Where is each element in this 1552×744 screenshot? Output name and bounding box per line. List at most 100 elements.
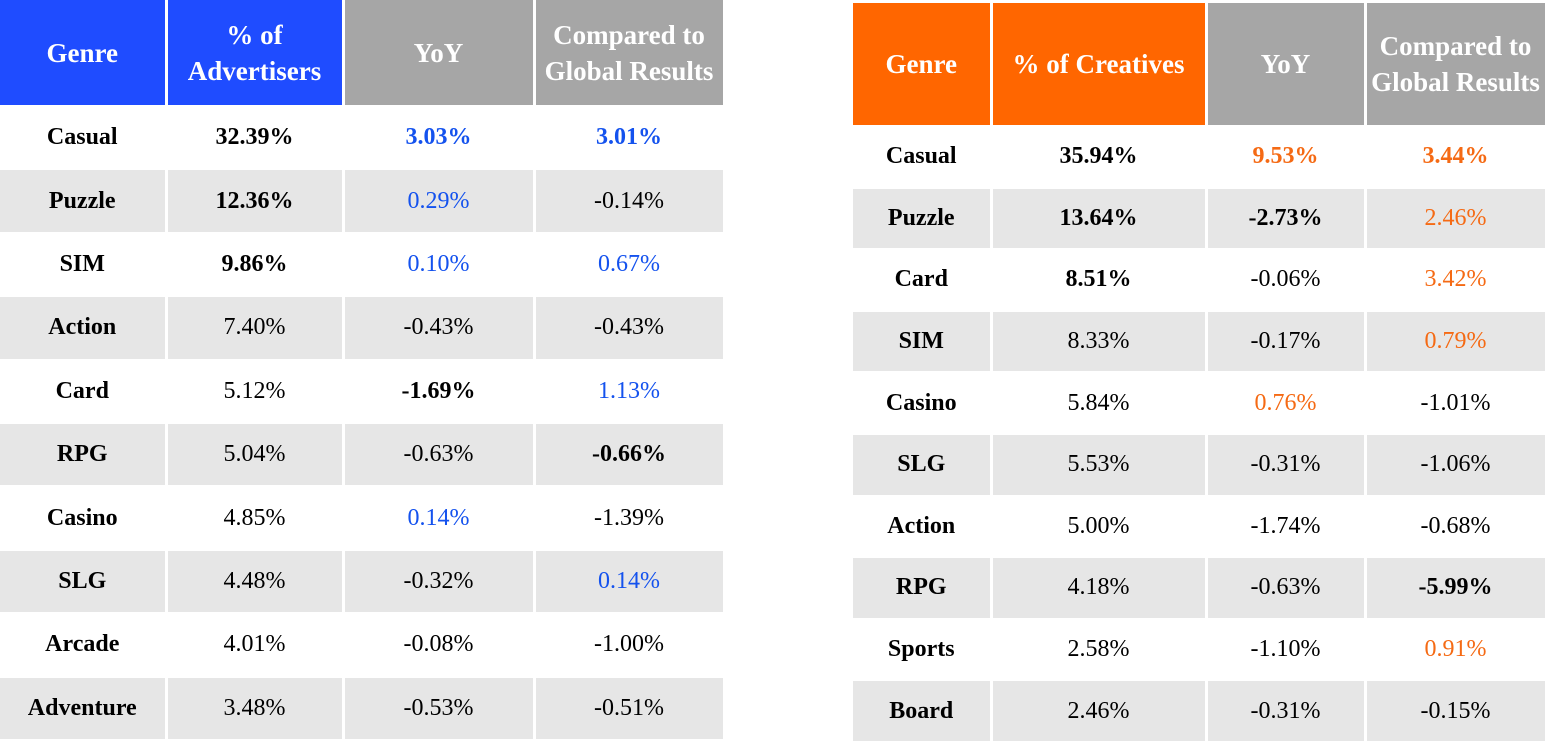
advertisers-header-row: Genre % of Advertisers YoY Compared to G… (0, 0, 726, 106)
global-cell: 0.67% (532, 231, 726, 298)
yoy-cell: -0.43% (341, 295, 536, 361)
header-global: Compared to Global Results (1363, 3, 1548, 126)
table-row: Casual 32.39% 3.03% 3.01% (0, 104, 726, 171)
table-row: Action 7.40% -0.43% -0.43% (0, 295, 726, 361)
global-cell: 1.13% (532, 358, 726, 424)
header-share: % of Advertisers (164, 0, 345, 106)
global-cell: -0.14% (532, 168, 726, 234)
global-cell: 0.79% (1363, 309, 1548, 374)
yoy-cell: -1.10% (1204, 617, 1367, 682)
header-genre: Genre (0, 0, 168, 106)
genre-cell: Casual (853, 125, 993, 189)
yoy-cell: 0.29% (341, 168, 536, 234)
global-cell: -1.06% (1363, 432, 1548, 497)
genre-cell: Sports (853, 617, 993, 682)
yoy-cell: -1.69% (341, 358, 536, 424)
genre-cell: SIM (853, 309, 993, 374)
header-global: Compared to Global Results (532, 0, 726, 106)
genre-cell: SLG (853, 432, 993, 497)
table-row: Casino 4.85% 0.14% -1.39% (0, 485, 726, 551)
global-cell: 3.44% (1363, 125, 1548, 189)
genre-cell: SLG (0, 548, 168, 615)
share-cell: 5.53% (989, 432, 1208, 497)
share-cell: 8.51% (989, 248, 1208, 312)
share-cell: 35.94% (989, 125, 1208, 189)
share-cell: 5.84% (989, 371, 1208, 435)
genre-cell: Casual (0, 104, 168, 171)
table-row: SIM 9.86% 0.10% 0.67% (0, 231, 726, 298)
yoy-cell: -0.31% (1204, 679, 1367, 743)
table-row: Card 5.12% -1.69% 1.13% (0, 358, 726, 424)
global-cell: -5.99% (1363, 556, 1548, 620)
global-cell: -0.43% (532, 295, 726, 361)
yoy-cell: 0.10% (341, 231, 536, 298)
yoy-cell: -0.08% (341, 612, 536, 678)
genre-cell: Adventure (0, 675, 168, 741)
share-cell: 5.12% (164, 358, 345, 424)
table-row: Board 2.46% -0.31% -0.15% (853, 679, 1548, 743)
global-cell: 0.14% (532, 548, 726, 615)
header-genre: Genre (853, 3, 993, 126)
yoy-cell: -1.74% (1204, 494, 1367, 559)
global-cell: -0.15% (1363, 679, 1548, 743)
global-cell: 2.46% (1363, 186, 1548, 251)
table-row: Casual 35.94% 9.53% 3.44% (853, 125, 1548, 189)
share-cell: 8.33% (989, 309, 1208, 374)
share-cell: 13.64% (989, 186, 1208, 251)
global-cell: -0.68% (1363, 494, 1548, 559)
genre-cell: Action (853, 494, 993, 559)
share-cell: 4.85% (164, 485, 345, 551)
table-row: RPG 5.04% -0.63% -0.66% (0, 421, 726, 488)
global-cell: 3.01% (532, 104, 726, 171)
global-cell: -1.00% (532, 612, 726, 678)
global-cell: 0.91% (1363, 617, 1548, 682)
global-cell: -1.39% (532, 485, 726, 551)
share-cell: 12.36% (164, 168, 345, 234)
table-row: Puzzle 12.36% 0.29% -0.14% (0, 168, 726, 234)
share-cell: 4.18% (989, 556, 1208, 620)
global-cell: 3.42% (1363, 248, 1548, 312)
global-cell: -0.51% (532, 675, 726, 741)
header-share: % of Creatives (989, 3, 1208, 126)
share-cell: 4.48% (164, 548, 345, 615)
share-cell: 5.04% (164, 421, 345, 488)
share-cell: 2.46% (989, 679, 1208, 743)
header-yoy: YoY (1204, 3, 1367, 126)
table-row: SLG 4.48% -0.32% 0.14% (0, 548, 726, 615)
table-row: Arcade 4.01% -0.08% -1.00% (0, 612, 726, 678)
table-row: Casino 5.84% 0.76% -1.01% (853, 371, 1548, 435)
global-cell: -0.66% (532, 421, 726, 488)
share-cell: 5.00% (989, 494, 1208, 559)
yoy-cell: -0.63% (1204, 556, 1367, 620)
table-row: Sports 2.58% -1.10% 0.91% (853, 617, 1548, 682)
table-row: RPG 4.18% -0.63% -5.99% (853, 556, 1548, 620)
genre-cell: Board (853, 679, 993, 743)
genre-cell: SIM (0, 231, 168, 298)
creatives-table: Genre % of Creatives YoY Compared to Glo… (853, 3, 1548, 743)
creatives-header-row: Genre % of Creatives YoY Compared to Glo… (853, 3, 1548, 126)
yoy-cell: 9.53% (1204, 125, 1367, 189)
yoy-cell: -0.32% (341, 548, 536, 615)
yoy-cell: 0.14% (341, 485, 536, 551)
genre-cell: RPG (853, 556, 993, 620)
share-cell: 3.48% (164, 675, 345, 741)
genre-cell: Puzzle (0, 168, 168, 234)
share-cell: 9.86% (164, 231, 345, 298)
yoy-cell: -0.63% (341, 421, 536, 488)
table-row: SLG 5.53% -0.31% -1.06% (853, 432, 1548, 497)
yoy-cell: -0.31% (1204, 432, 1367, 497)
yoy-cell: -0.17% (1204, 309, 1367, 374)
table-row: SIM 8.33% -0.17% 0.79% (853, 309, 1548, 374)
yoy-cell: -2.73% (1204, 186, 1367, 251)
table-row: Action 5.00% -1.74% -0.68% (853, 494, 1548, 559)
header-yoy: YoY (341, 0, 536, 106)
genre-cell: Card (0, 358, 168, 424)
share-cell: 4.01% (164, 612, 345, 678)
global-cell: -1.01% (1363, 371, 1548, 435)
share-cell: 7.40% (164, 295, 345, 361)
table-row: Adventure 3.48% -0.53% -0.51% (0, 675, 726, 741)
share-cell: 32.39% (164, 104, 345, 171)
genre-cell: RPG (0, 421, 168, 488)
genre-cell: Casino (853, 371, 993, 435)
yoy-cell: 0.76% (1204, 371, 1367, 435)
